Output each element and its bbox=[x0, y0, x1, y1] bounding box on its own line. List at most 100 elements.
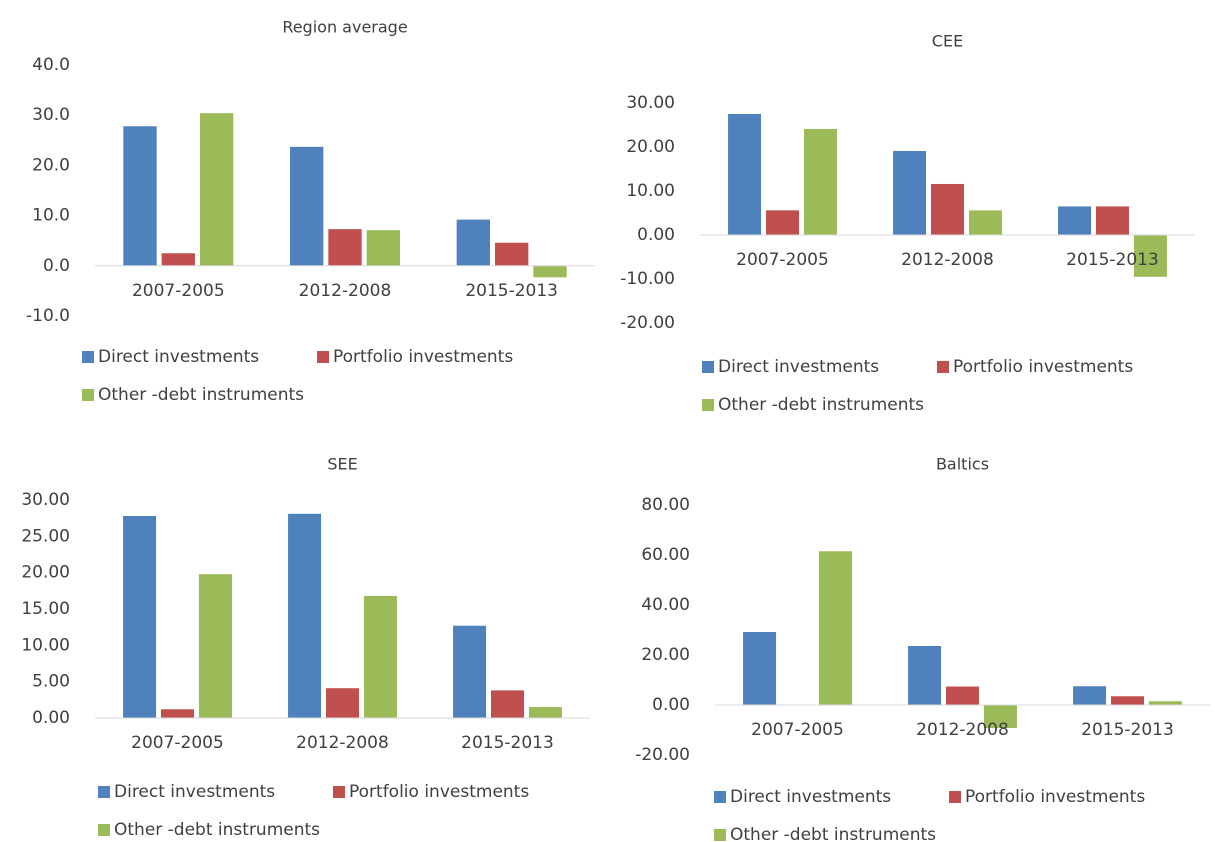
y-tick-label: 0.00 bbox=[637, 225, 675, 245]
y-tick-label: 60.00 bbox=[641, 545, 690, 565]
x-tick-label: 2012-2008 bbox=[296, 733, 389, 753]
bar bbox=[743, 632, 777, 705]
bar bbox=[491, 690, 524, 718]
legend-label: Other -debt instruments bbox=[730, 825, 936, 842]
y-tick-label: 0.00 bbox=[652, 695, 690, 715]
x-tick-label: 2015-2013 bbox=[1081, 720, 1174, 740]
bar bbox=[893, 150, 927, 235]
legend-swatch bbox=[317, 351, 329, 363]
x-tick-label: 2007-2005 bbox=[751, 720, 844, 740]
bar bbox=[328, 229, 362, 266]
y-tick-label: 10.00 bbox=[21, 635, 70, 655]
bar bbox=[946, 686, 979, 705]
y-tick-label: 25.00 bbox=[21, 526, 70, 546]
legend-label: Other -debt instruments bbox=[98, 385, 304, 405]
y-tick-label: -20.00 bbox=[620, 313, 675, 333]
bar bbox=[1111, 696, 1144, 705]
y-tick-label: 5.00 bbox=[32, 672, 70, 692]
y-tick-label: 15.00 bbox=[21, 599, 70, 619]
bar bbox=[290, 146, 324, 266]
y-tick-label: 30.0 bbox=[32, 105, 70, 125]
bar bbox=[1133, 235, 1167, 277]
legend-label: Direct investments bbox=[730, 787, 891, 807]
bar bbox=[533, 265, 567, 278]
bar bbox=[1073, 686, 1107, 705]
legend-label: Other -debt instruments bbox=[114, 820, 320, 840]
x-tick-label: 2007-2005 bbox=[736, 250, 829, 270]
bar bbox=[161, 253, 195, 266]
x-tick-label: 2007-2005 bbox=[132, 281, 225, 301]
y-tick-label: 0.0 bbox=[43, 256, 70, 276]
bar bbox=[123, 126, 157, 266]
legend-swatch bbox=[82, 351, 94, 363]
bar bbox=[161, 709, 194, 718]
bar bbox=[453, 625, 487, 718]
legend-swatch bbox=[702, 399, 714, 411]
y-tick-label: 20.0 bbox=[32, 155, 70, 175]
bar bbox=[200, 113, 234, 266]
y-tick-label: 20.00 bbox=[21, 563, 70, 583]
legend-swatch bbox=[937, 361, 949, 373]
bar bbox=[983, 705, 1017, 728]
y-tick-label: -10.0 bbox=[26, 306, 70, 326]
bar bbox=[1148, 701, 1182, 705]
legend-swatch bbox=[82, 389, 94, 401]
bar bbox=[528, 707, 562, 718]
bar bbox=[123, 515, 157, 718]
bar bbox=[728, 114, 762, 235]
bar bbox=[1058, 206, 1092, 235]
bar bbox=[766, 210, 799, 235]
bar bbox=[366, 230, 400, 266]
bar bbox=[968, 210, 1002, 235]
bar bbox=[818, 551, 852, 705]
chart-title: CEE bbox=[932, 32, 963, 51]
chart-title: Baltics bbox=[936, 455, 989, 474]
bar bbox=[363, 595, 397, 718]
bar bbox=[456, 219, 490, 266]
legend-swatch bbox=[702, 361, 714, 373]
y-tick-label: 40.00 bbox=[641, 595, 690, 615]
y-tick-label: 10.0 bbox=[32, 206, 70, 226]
bar bbox=[803, 128, 837, 235]
legend-swatch bbox=[714, 829, 726, 841]
bar bbox=[908, 646, 942, 705]
y-tick-label: 10.00 bbox=[626, 181, 675, 201]
bar bbox=[1096, 206, 1129, 235]
chart-title: SEE bbox=[327, 455, 357, 474]
y-tick-label: 20.00 bbox=[626, 137, 675, 157]
y-tick-label: 0.00 bbox=[32, 708, 70, 728]
legend-swatch bbox=[98, 824, 110, 836]
bar bbox=[326, 688, 359, 718]
legend-swatch bbox=[714, 791, 726, 803]
x-tick-label: 2012-2008 bbox=[901, 250, 994, 270]
legend-label: Other -debt instruments bbox=[718, 395, 924, 415]
legend-label: Portfolio investments bbox=[953, 357, 1133, 377]
y-tick-label: 30.00 bbox=[21, 490, 70, 510]
bar bbox=[931, 183, 964, 235]
x-tick-label: 2015-2013 bbox=[465, 281, 558, 301]
bar bbox=[288, 513, 322, 718]
x-tick-label: 2007-2005 bbox=[131, 733, 224, 753]
y-tick-label: 80.00 bbox=[641, 495, 690, 515]
legend-label: Portfolio investments bbox=[333, 347, 513, 367]
legend-label: Direct investments bbox=[718, 357, 879, 377]
y-tick-label: 30.00 bbox=[626, 93, 675, 113]
legend-swatch bbox=[949, 791, 961, 803]
x-tick-label: 2015-2013 bbox=[461, 733, 554, 753]
legend-label: Direct investments bbox=[98, 347, 259, 367]
bar bbox=[495, 242, 529, 266]
legend-label: Portfolio investments bbox=[349, 782, 529, 802]
x-tick-label: 2015-2013 bbox=[1066, 250, 1159, 270]
legend-label: Portfolio investments bbox=[965, 787, 1145, 807]
legend-label: Direct investments bbox=[114, 782, 275, 802]
chart-title: Region average bbox=[282, 18, 407, 37]
legend-swatch bbox=[98, 786, 110, 798]
x-tick-label: 2012-2008 bbox=[916, 720, 1009, 740]
legend-swatch bbox=[333, 786, 345, 798]
y-tick-label: 20.00 bbox=[641, 645, 690, 665]
bar bbox=[198, 574, 232, 718]
y-tick-label: 40.0 bbox=[32, 55, 70, 75]
y-tick-label: -10.00 bbox=[620, 269, 675, 289]
x-tick-label: 2012-2008 bbox=[299, 281, 392, 301]
